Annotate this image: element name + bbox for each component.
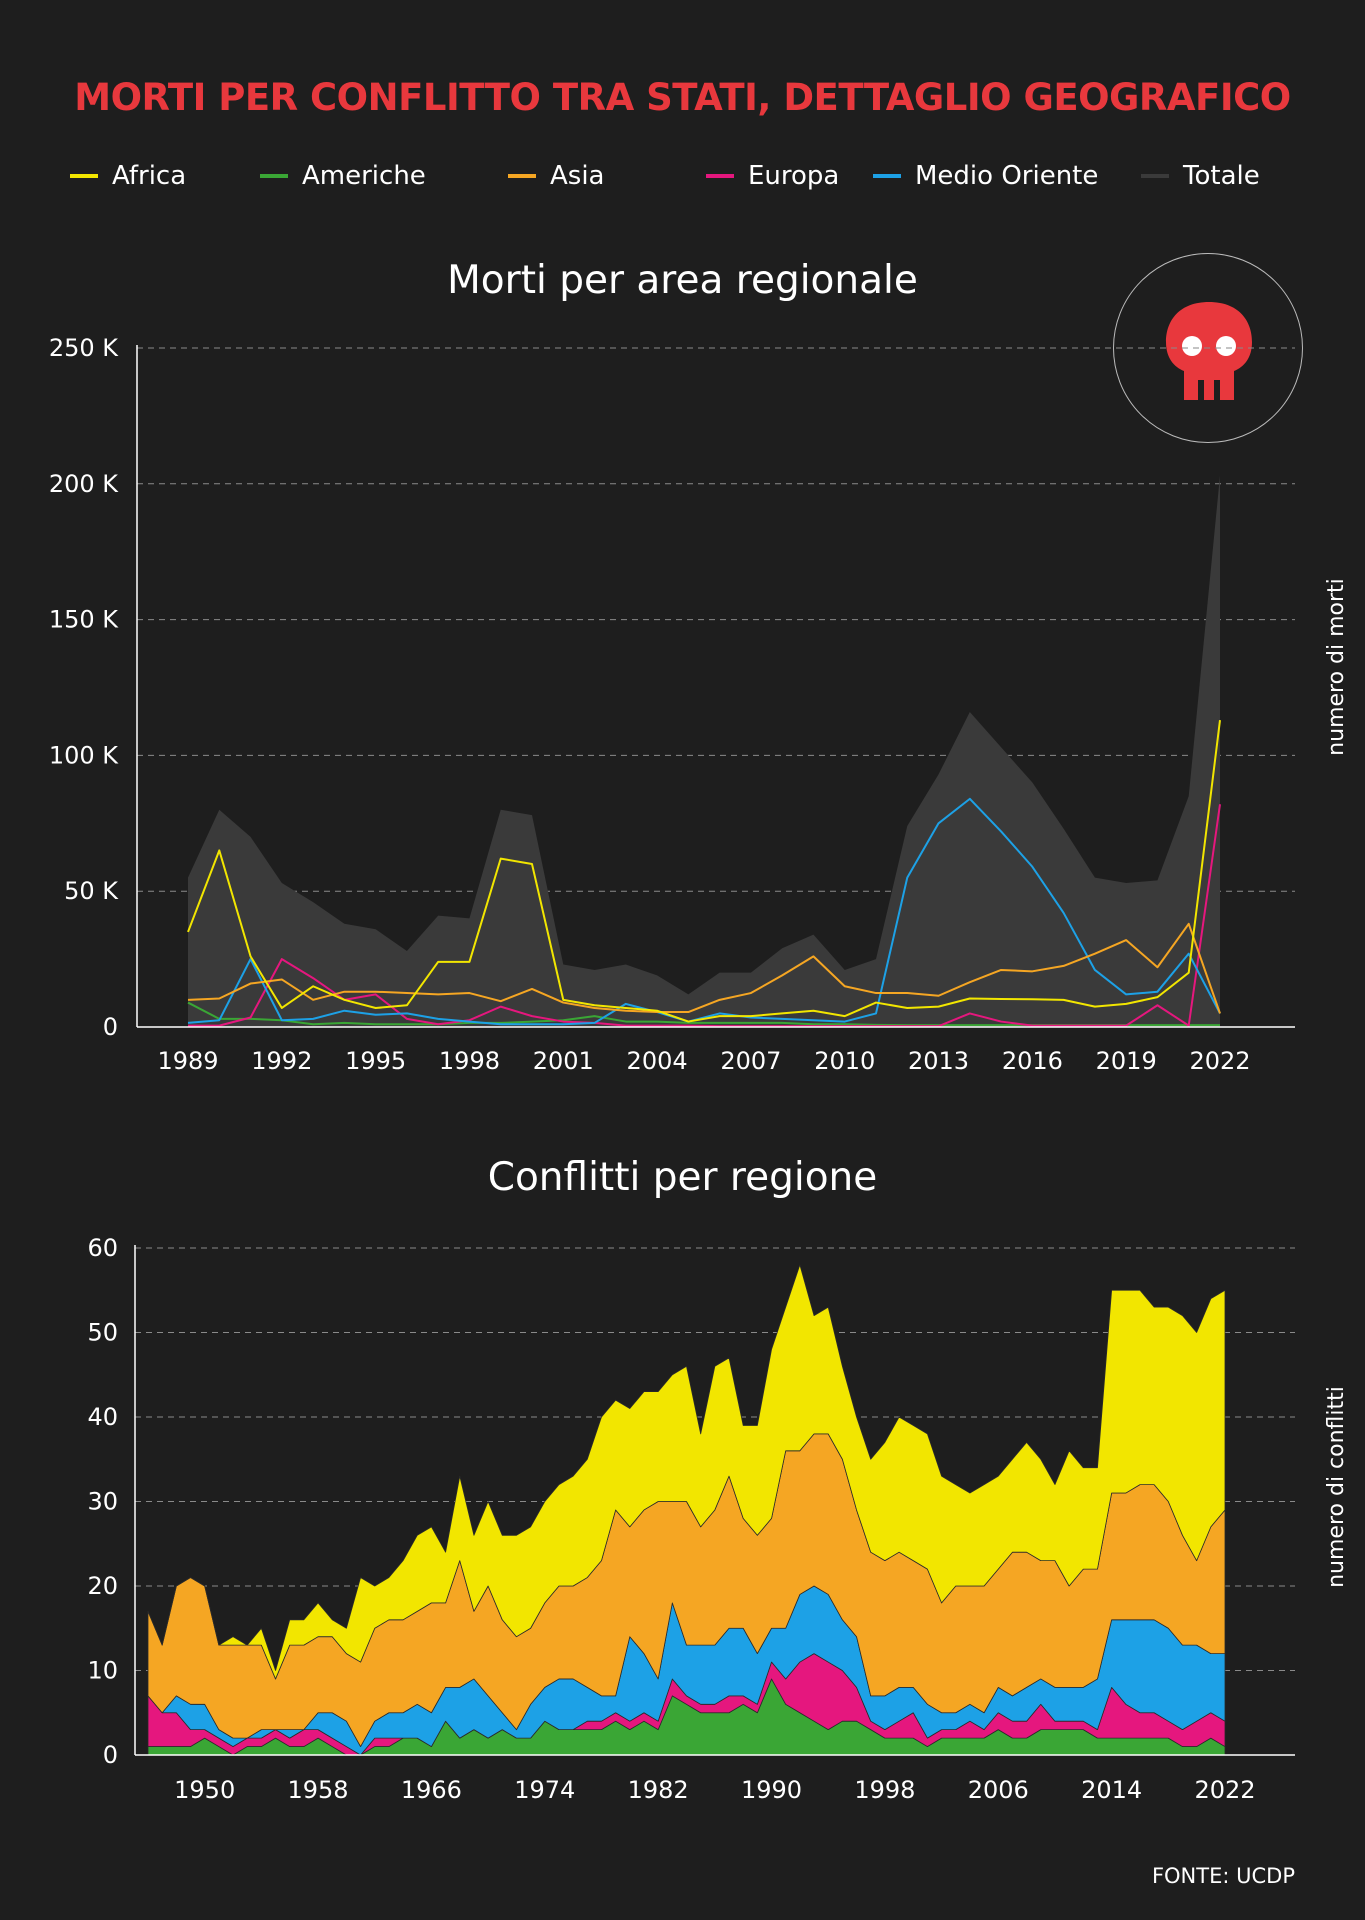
conflicts-y-tick-label: 40 [87, 1403, 118, 1431]
deaths-x-tick-label: 2001 [533, 1047, 594, 1075]
deaths-x-tick-label: 2022 [1189, 1047, 1250, 1075]
deaths-x-tick-label: 1995 [345, 1047, 406, 1075]
deaths-x-tick-label: 2019 [1096, 1047, 1157, 1075]
deaths-x-tick-label: 2010 [814, 1047, 875, 1075]
legend-swatch-totale [1141, 174, 1169, 178]
series-area-totale [188, 475, 1220, 1027]
deaths-x-tick-label: 2016 [1002, 1047, 1063, 1075]
legend-swatch-medio-oriente [873, 174, 901, 178]
deaths-x-tick-label: 2013 [908, 1047, 969, 1075]
deaths-series-lines [187, 719, 1221, 1028]
deaths-x-tick-label: 1989 [157, 1047, 218, 1075]
conflicts-x-tick-label: 2006 [968, 1776, 1029, 1804]
skull-icon [1166, 302, 1252, 400]
source-note: FONTE: UCDP [1151, 1864, 1295, 1888]
conflicts-chart-title: Conflitti per regione [487, 1155, 878, 1200]
deaths-grid [137, 347, 1295, 892]
deaths-x-tick-label: 1992 [251, 1047, 312, 1075]
conflicts-x-tick-label: 1990 [741, 1776, 802, 1804]
conflicts-y-tick-label: 0 [103, 1741, 118, 1769]
series-line-europa [188, 804, 1221, 1028]
legend-label-medio-oriente: Medio Oriente [915, 161, 1099, 191]
deaths-y-tick-label: 100 K [49, 741, 119, 769]
legend-label-americhe: Americhe [302, 161, 426, 191]
legend-label-europa: Europa [748, 161, 840, 191]
conflicts-y-tick-label: 50 [87, 1319, 118, 1347]
legend-swatch-africa [70, 174, 98, 178]
deaths-x-tick-label: 1998 [439, 1047, 500, 1075]
conflicts-axes: 0 10 20 30 40 50 60 1950 1958 1966 1974 1982 1990 199… [87, 1234, 1295, 1804]
conflicts-x-tick-label: 1958 [288, 1776, 349, 1804]
skull-badge [1113, 253, 1303, 443]
conflicts-y-axis-label: numero di conflitti [1324, 1386, 1349, 1588]
conflicts-y-tick-label: 30 [87, 1488, 118, 1516]
conflicts-x-tick-label: 1966 [401, 1776, 462, 1804]
deaths-y-tick-label: 50 K [64, 877, 119, 905]
conflicts-chart: 0 10 20 30 40 50 60 1950 1958 1966 1974 1982 1990 199… [87, 1234, 1349, 1804]
legend-label-totale: Totale [1183, 161, 1260, 191]
deaths-x-tick-label: 2004 [627, 1047, 688, 1075]
legend-item-asia: Asia [508, 161, 605, 191]
conflicts-x-tick-label: 1974 [514, 1776, 575, 1804]
deaths-y-tick-label: 250 K [49, 334, 119, 362]
legend-item-africa: Africa [70, 161, 186, 191]
series-area-africa [147, 1264, 1226, 1680]
series-line-medio-oriente [187, 797, 1221, 1026]
deaths-y-tick-label: 0 [103, 1013, 118, 1041]
legend-item-europa: Europa [706, 161, 839, 191]
deaths-y-tick-label: 150 K [49, 606, 119, 634]
legend-item-medio-oriente: Medio Oriente [873, 161, 1098, 191]
conflicts-y-tick-label: 10 [87, 1657, 118, 1685]
conflicts-x-tick-label: 2014 [1081, 1776, 1142, 1804]
legend-label-africa: Africa [112, 161, 187, 191]
legend-swatch-asia [508, 174, 536, 178]
conflicts-stacked-areas [147, 1264, 1226, 1756]
deaths-x-tick-label: 2007 [720, 1047, 781, 1075]
total-area [188, 475, 1220, 1027]
deaths-chart-title: Morti per area regionale [447, 258, 918, 303]
page-title: MORTI PER CONFLITTO TRA STATI, DETTAGLIO… [74, 76, 1291, 119]
legend-item-totale: Totale [1141, 161, 1260, 191]
series-line-asia [187, 922, 1221, 1014]
conflicts-x-tick-label: 1950 [174, 1776, 235, 1804]
legend: Africa Americhe Asia Europa Medio Orient… [0, 161, 1365, 197]
legend-label-asia: Asia [550, 161, 605, 191]
conflicts-x-tick-label: 1998 [854, 1776, 915, 1804]
deaths-chart: 0 50 K 100 K 150 K 200 K 250 K 1989 1992 1995 199… [49, 334, 1349, 1075]
conflicts-x-tick-label: 2022 [1194, 1776, 1255, 1804]
deaths-axes: 0 50 K 100 K 150 K 200 K 250 K 1989 1992 1995 199… [49, 334, 1295, 1075]
legend-swatch-europa [706, 174, 734, 178]
deaths-y-axis-label: numero di morti [1324, 578, 1349, 756]
conflicts-x-tick-label: 1982 [628, 1776, 689, 1804]
deaths-y-tick-label: 200 K [49, 470, 119, 498]
conflicts-y-tick-label: 20 [87, 1572, 118, 1600]
legend-swatch-americhe [260, 174, 288, 178]
conflicts-y-tick-label: 60 [87, 1234, 118, 1262]
legend-item-americhe: Americhe [260, 161, 426, 191]
series-line-africa [187, 719, 1221, 1023]
